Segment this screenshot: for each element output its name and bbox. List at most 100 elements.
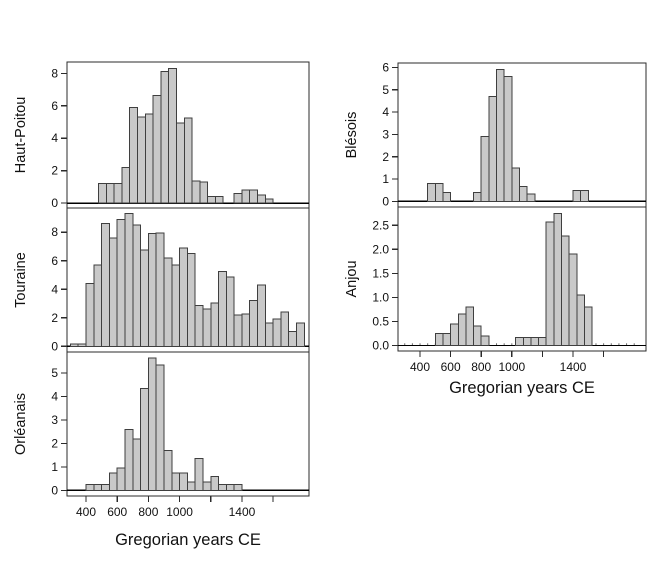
histogram-bar (108, 237, 118, 347)
histogram-bar (121, 166, 131, 204)
histogram-bar (108, 472, 118, 491)
histogram-bar (511, 167, 520, 202)
histogram-bar (249, 189, 259, 204)
histogram-bar (518, 185, 528, 202)
histogram-bar (124, 213, 134, 347)
x-axis-title-left: Gregorian years CE (115, 531, 261, 549)
y-tick-label: 8 (51, 66, 58, 80)
histogram-bar (186, 481, 196, 491)
y-tick-label: 5 (51, 366, 58, 380)
y-tick-label: 4 (51, 131, 58, 145)
panel-touraine: 0 2 4 6 8 Touraine (13, 207, 310, 353)
histogram-bar (191, 180, 201, 204)
histogram-bar (199, 181, 209, 204)
histogram-bar (526, 193, 536, 202)
histogram-bar (442, 191, 452, 202)
histogram-bar (69, 343, 79, 347)
histogram-bar (113, 183, 123, 204)
histogram-bar (249, 300, 259, 347)
histogram-bar (214, 196, 224, 204)
histogram-bar (186, 253, 196, 347)
histogram-bar (522, 336, 532, 346)
histogram-bar (155, 364, 165, 491)
histogram-bar (210, 475, 220, 491)
histogram-bar (101, 484, 110, 491)
histogram-bar (480, 136, 490, 202)
histogram-bar (241, 189, 251, 204)
histogram-bar (545, 221, 555, 346)
histogram-bar (155, 232, 165, 347)
panel-haut-poitou: 0 2 4 6 8 Haut-Poitou (13, 61, 310, 210)
y-tick-label: 1.0 (372, 290, 389, 304)
histogram-bar (101, 223, 110, 347)
histogram-bar (583, 306, 593, 346)
y-tick-label: 3 (51, 413, 58, 427)
histogram-bar (97, 183, 107, 204)
histogram-bar (473, 191, 482, 202)
histogram-bar (183, 117, 193, 204)
histogram-bar (171, 472, 181, 491)
histogram-bar (427, 183, 436, 202)
histogram-bar (160, 71, 170, 204)
histogram-bar (179, 247, 188, 347)
histogram-bar (163, 450, 173, 491)
histogram-bar (480, 335, 490, 346)
histogram-bar (116, 467, 126, 491)
y-tick-label: 0.5 (372, 314, 389, 328)
histogram-bar (93, 264, 103, 347)
histogram-bar (152, 94, 162, 204)
x-tick-label: 1000 (498, 360, 525, 374)
histogram-bar (194, 458, 204, 491)
histogram-bar (140, 387, 149, 491)
histogram-bar (85, 484, 95, 491)
histogram-bar (85, 283, 95, 347)
histogram-bar (264, 322, 274, 347)
x-tick-label: 800 (471, 360, 491, 374)
y-tick-label: 0 (51, 196, 58, 210)
y-tick-label: 0.0 (372, 338, 389, 352)
panel-orleanais: 0 1 2 3 4 5 Orléanais 400 600 800 1000 1400 (13, 351, 310, 519)
histogram-bar (116, 218, 126, 347)
histogram-bar (179, 472, 188, 491)
y-axis-title: Anjou (344, 260, 360, 297)
y-tick-label: 2 (51, 311, 58, 325)
y-tick-label: 0 (51, 483, 58, 497)
histogram-bar (264, 198, 274, 204)
y-tick-label: 1 (382, 172, 389, 186)
y-tick-label: 3 (382, 127, 389, 141)
y-tick-label: 6 (382, 60, 389, 74)
histogram-bar (442, 332, 452, 346)
y-tick-label: 5 (382, 83, 389, 97)
histogram-bar (132, 438, 142, 491)
histogram-bar (473, 325, 482, 346)
x-tick-label: 600 (441, 360, 461, 374)
histogram-bar (580, 189, 589, 202)
histogram-bar (257, 194, 266, 204)
y-axis-title: Blésois (344, 112, 360, 159)
y-tick-label: 4 (51, 282, 58, 296)
histogram-bar (136, 116, 146, 204)
y-axis-title: Touraine (13, 252, 29, 308)
histogram-bar (233, 484, 243, 491)
histogram-bar (280, 311, 290, 347)
histogram-bar (288, 330, 298, 347)
y-tick-label: 1.5 (372, 266, 389, 280)
panel-anjou: 0.0 0.5 1.0 1.5 2.0 2.5 Anjou 400 600 800 1000 1400 (344, 206, 647, 374)
x-tick-label: 1400 (229, 505, 256, 519)
histogram-bar (538, 336, 547, 346)
histogram-bar (572, 189, 582, 202)
x-tick-label: 600 (107, 505, 127, 519)
x-tick-label: 800 (138, 505, 158, 519)
histogram-bar (257, 284, 266, 347)
histogram-bar (140, 249, 149, 347)
histogram-bar (503, 75, 513, 202)
x-tick-label: 1400 (560, 360, 587, 374)
x-axis-title-right: Gregorian years CE (449, 379, 595, 397)
histogram-bar (568, 253, 578, 346)
histogram-bar (225, 276, 235, 347)
histogram-bar (163, 257, 173, 347)
histogram-bar (561, 235, 570, 346)
histogram-bar (210, 302, 220, 347)
x-tick-label: 400 (76, 505, 96, 519)
